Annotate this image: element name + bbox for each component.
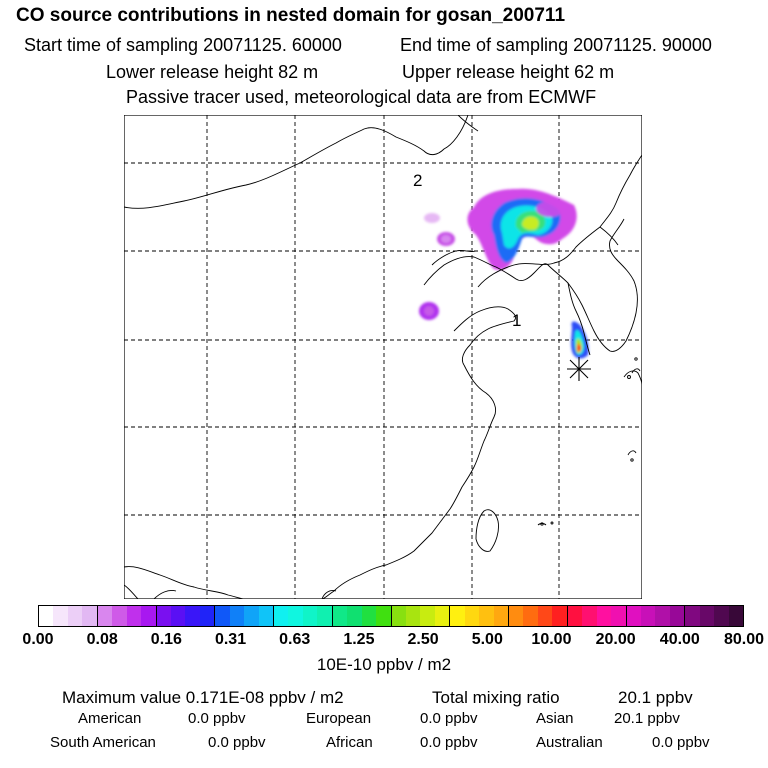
colorbar-swatch (126, 606, 142, 626)
colorbar-swatch (699, 606, 715, 626)
colorbar (38, 605, 744, 627)
colorbar-swatch (391, 606, 406, 626)
colorbar-swatch (567, 606, 583, 626)
colorbar-swatch (141, 606, 157, 626)
region-african-value: 0.0 ppbv (420, 734, 478, 751)
colorbar-swatch (405, 606, 421, 626)
colorbar-swatch (258, 606, 274, 626)
maximum-value-label: Maximum value 0.171E-08 ppbv / m2 (62, 688, 344, 707)
colorbar-swatch (376, 606, 392, 626)
region-african-name: African (326, 734, 373, 751)
colorbar-swatch (728, 606, 743, 626)
map-panel: 2 1 (124, 115, 642, 599)
colorbar-swatch (347, 606, 362, 626)
plume-inland-spot (419, 302, 439, 320)
region-label-2: 2 (413, 171, 422, 190)
plume-1 (571, 321, 589, 359)
colorbar-swatch (361, 606, 377, 626)
region-american-value: 0.0 ppbv (188, 710, 246, 727)
colorbar-swatch (434, 606, 451, 626)
colorbar-swatch (479, 606, 494, 626)
receptor-marker-icon (567, 357, 591, 381)
colorbar-swatch (685, 606, 700, 626)
colorbar-units: 10E-10 ppbv / m2 (316, 655, 452, 674)
end-time-label: End time of sampling 20071125. 90000 (400, 35, 712, 55)
region-asian-value: 20.1 ppbv (614, 710, 680, 727)
region-american-name: American (78, 710, 142, 727)
colorbar-tick-label: 0.63 (279, 631, 311, 648)
colorbar-swatch (53, 606, 68, 626)
colorbar-swatch (626, 606, 641, 626)
colorbar-swatch (420, 606, 435, 626)
colorbar-swatch (493, 606, 509, 626)
colorbar-tick-label: 0.00 (22, 631, 54, 648)
colorbar-swatch (464, 606, 480, 626)
colorbar-swatch (714, 606, 729, 626)
colorbar-tick-label: 80.00 (723, 631, 765, 648)
colorbar-swatch (199, 606, 216, 626)
colorbar-swatch (215, 606, 230, 626)
colorbar-tick-label: 10.00 (531, 631, 572, 648)
colorbar-swatch (67, 606, 83, 626)
region-australian-name: Australian (536, 734, 603, 751)
coastlines (124, 115, 642, 599)
colorbar-swatch (274, 606, 289, 626)
colorbar-swatch (537, 606, 553, 626)
region-european-name: European (306, 710, 372, 727)
colorbar-swatch (288, 606, 303, 626)
colorbar-swatch (170, 606, 186, 626)
colorbar-tick-label: 20.00 (595, 631, 636, 648)
colorbar-swatch (332, 606, 348, 626)
region-asian-name: Asian (536, 710, 574, 727)
colorbar-swatch (317, 606, 333, 626)
colorbar-swatch (39, 606, 54, 626)
colorbar-swatch (156, 606, 171, 626)
total-mixing-ratio-value: 20.1 ppbv (618, 688, 693, 707)
colorbar-swatch (655, 606, 670, 626)
region-south-american-value: 0.0 ppbv (208, 734, 266, 751)
colorbar-tick-label: 2.50 (407, 631, 439, 648)
colorbar-swatch (523, 606, 538, 626)
upper-release-height-label: Upper release height 62 m (402, 62, 615, 82)
colorbar-swatch (640, 606, 656, 626)
colorbar-swatch (112, 606, 127, 626)
region-european-value: 0.0 ppbv (420, 710, 478, 727)
colorbar-tick-label: 0.16 (150, 631, 182, 648)
colorbar-tick-label: 40.00 (659, 631, 700, 648)
tracer-info-label: Passive tracer used, meteorological data… (126, 87, 597, 107)
map-frame (124, 115, 642, 599)
lat-lon-grid (124, 115, 642, 599)
colorbar-tick-label: 0.31 (214, 631, 247, 648)
colorbar-swatch (552, 606, 568, 626)
colorbar-swatch (450, 606, 465, 626)
colorbar-tick-label: 5.00 (471, 631, 503, 648)
total-mixing-ratio-label: Total mixing ratio (432, 688, 560, 707)
colorbar-swatch (596, 606, 612, 626)
region-australian-value: 0.0 ppbv (652, 734, 710, 751)
start-time-label: Start time of sampling 20071125. 60000 (24, 35, 342, 55)
colorbar-swatch (669, 606, 686, 626)
plume-2 (424, 188, 577, 270)
colorbar-swatch (185, 606, 200, 626)
region-south-american-name: South American (50, 734, 156, 751)
colorbar-swatch (611, 606, 627, 626)
region-label-1: 1 (512, 311, 521, 330)
colorbar-swatch (244, 606, 259, 626)
colorbar-tick-label: 1.25 (343, 631, 375, 648)
colorbar-swatch (302, 606, 318, 626)
colorbar-swatch (582, 606, 597, 626)
colorbar-swatch (229, 606, 245, 626)
plot-title: CO source contributions in nested domain… (16, 5, 566, 26)
lower-release-height-label: Lower release height 82 m (106, 62, 319, 82)
colorbar-tick-label: 0.08 (86, 631, 118, 648)
colorbar-swatch (509, 606, 524, 626)
colorbar-swatch (97, 606, 113, 626)
colorbar-swatch (82, 606, 98, 626)
